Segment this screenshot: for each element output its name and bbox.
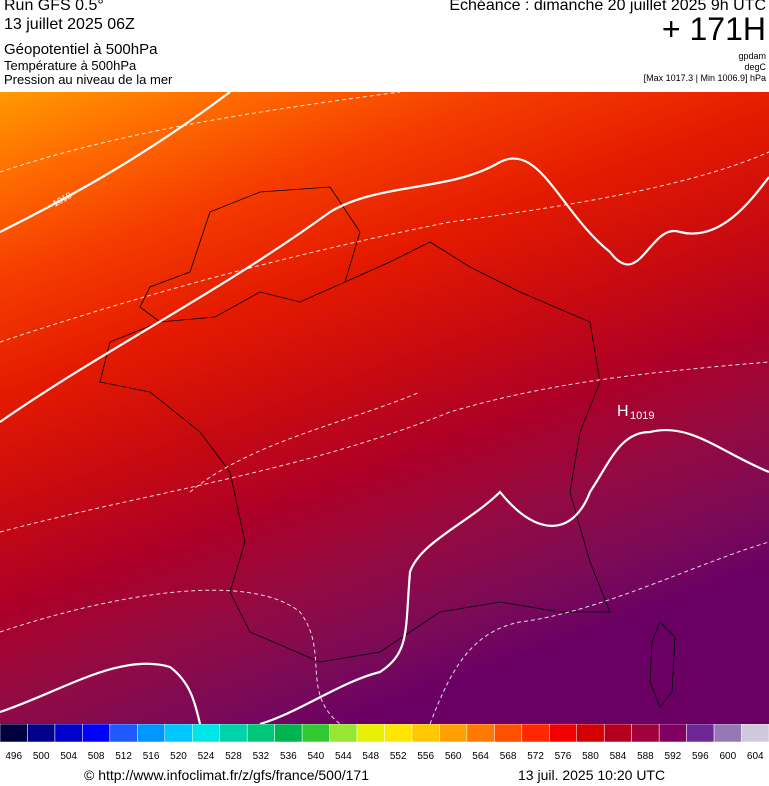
colorbar-label: 600	[719, 751, 736, 762]
colorbar-label: 532	[253, 751, 270, 762]
colorbar-label: 516	[143, 751, 160, 762]
colorbar-cell	[713, 724, 742, 743]
unit: gpdam	[738, 51, 766, 61]
map: H 1019 1018	[0, 92, 769, 724]
run-date: 13 juillet 2025 06Z	[4, 16, 135, 33]
colorbar-label: 500	[33, 751, 50, 762]
colorbar-cell	[27, 724, 56, 743]
colorbar-label: 584	[610, 751, 627, 762]
isobar	[0, 92, 769, 724]
colorbar-cell	[137, 724, 166, 743]
colorbar-label: 540	[307, 751, 324, 762]
source: © http://www.infoclimat.fr/z/gfs/france/…	[84, 767, 369, 783]
colorbar-label: 576	[555, 751, 572, 762]
colorbar-cell	[631, 724, 660, 743]
colorbar-label: 520	[170, 751, 187, 762]
range: [Max 1017.3 | Min 1006.9] hPa	[643, 73, 766, 83]
colorbar-cell	[356, 724, 385, 743]
forecast-time: Echéance : dimanche 20 juillet 2025 9h U…	[449, 0, 766, 14]
colorbar-label: 572	[527, 751, 544, 762]
colorbar-cell	[494, 724, 523, 743]
colorbar-cell	[0, 724, 28, 743]
colorbar-cell	[466, 724, 495, 743]
colorbar-cell	[741, 724, 769, 743]
coastline	[99, 186, 676, 708]
colorbar-cell	[603, 724, 632, 743]
run-title: Run GFS 0.5°	[4, 0, 104, 14]
isotherm	[0, 92, 769, 724]
colorbar-cell	[439, 724, 468, 743]
colorbar-label: 496	[5, 751, 22, 762]
colorbar-cell	[109, 724, 138, 743]
colorbar-label: 588	[637, 751, 654, 762]
colorbar-cell	[576, 724, 605, 743]
colorbar-cell	[411, 724, 440, 743]
colorbar-cell	[301, 724, 330, 743]
colorbar-label: 536	[280, 751, 297, 762]
colorbar-label: 512	[115, 751, 132, 762]
lead-time: + 171H	[661, 11, 766, 47]
colorbar-cell	[549, 724, 577, 743]
colorbar-label: 504	[60, 751, 77, 762]
high-symbol: H	[617, 403, 629, 420]
colorbar-cell	[521, 724, 550, 743]
colorbar-cell	[164, 724, 193, 743]
colorbar-label: 524	[198, 751, 215, 762]
field-label: Géopotentiel à 500hPa	[4, 41, 158, 58]
colorbar-label: 592	[665, 751, 682, 762]
colorbar-label: 580	[582, 751, 599, 762]
colorbar-cell	[274, 724, 303, 743]
colorbar-cell	[246, 724, 275, 743]
colorbar-cell	[54, 724, 83, 743]
high-value: 1019	[630, 410, 654, 422]
colorbar-cell	[384, 724, 413, 743]
colorbar-cell	[329, 724, 358, 743]
unit: degC	[744, 62, 766, 72]
colorbar-label: 564	[472, 751, 489, 762]
colorbar-cell	[658, 724, 687, 743]
colorbar-label: 528	[225, 751, 242, 762]
field-background	[0, 92, 769, 724]
field-label: Température à 500hPa	[4, 58, 137, 73]
colorbar-label: 508	[88, 751, 105, 762]
colorbar-label: 548	[362, 751, 379, 762]
colorbar-label: 604	[747, 751, 764, 762]
colorbar-cell	[219, 724, 248, 743]
field-label: Pression au niveau de la mer	[4, 72, 173, 87]
colorbar-cell	[686, 724, 715, 743]
colorbar-label: 556	[417, 751, 434, 762]
colorbar-cell	[192, 724, 220, 743]
colorbar: 496 500 504 508 512 516 520 524 528 532 536 540 544 5…	[0, 724, 769, 762]
timestamp: 13 juil. 2025 10:20 UTC	[518, 767, 666, 783]
colorbar-cell	[82, 724, 111, 743]
colorbar-label: 596	[692, 751, 709, 762]
colorbar-label: 568	[500, 751, 517, 762]
colorbar-label: 552	[390, 751, 407, 762]
colorbar-label: 544	[335, 751, 352, 762]
colorbar-label: 560	[445, 751, 462, 762]
